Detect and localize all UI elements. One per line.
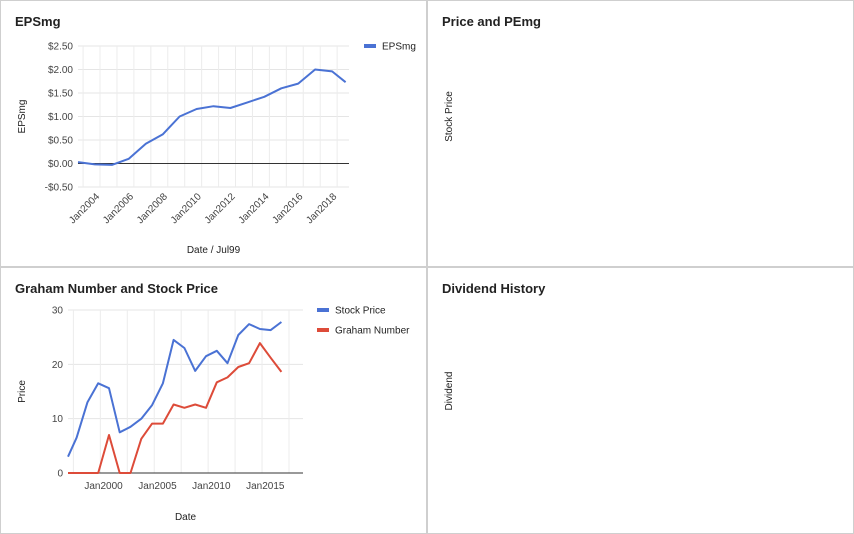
y-tick-label: 0 — [57, 469, 63, 480]
y-axis-title: Dividend — [444, 372, 455, 411]
y-tick-label: $0.50 — [48, 136, 73, 147]
x-tick-label: Jan2010 — [169, 191, 204, 226]
graham-number-chart: Graham Number and Stock Price 0 10 20 30 Jan2… — [15, 281, 410, 523]
eps-chart: EPSmg -$0.50 $0.00 $0.50 $1.00 $1.50 $2.00 $2.5… — [15, 14, 416, 256]
y-tick-label: $2.00 — [48, 65, 73, 76]
x-tick-label: Jan2015 — [246, 481, 285, 492]
legend-swatch — [317, 328, 329, 332]
y-axis-title: Stock Price — [444, 91, 455, 142]
legend-swatch — [317, 308, 329, 312]
dividend-history-chart-panel: Dividend History$0.00$0.25$0.50$0.75$1.0… — [427, 267, 854, 534]
x-tick-label: Jan2016 — [270, 191, 305, 226]
y-axis-title: EPSmg — [17, 100, 28, 134]
x-tick-label: Jan2010 — [192, 481, 231, 492]
x-axis-title: Date / Jul99 — [187, 245, 241, 256]
legend-label: EPSmg — [382, 42, 416, 53]
y-tick-label: $1.00 — [48, 112, 73, 123]
x-axis-title: Date — [175, 512, 197, 523]
y-tick-label: $2.50 — [48, 42, 73, 53]
graham-number-line — [68, 342, 283, 474]
graham-number-chart-panel: Graham Number and Stock Price 0 10 20 30 Jan2… — [0, 267, 427, 534]
x-tick-label: Jan2008 — [135, 191, 170, 226]
legend-label: Graham Number — [335, 326, 410, 337]
x-tick-label: Jan2006 — [101, 191, 136, 226]
price-pemg-chart-panel: Price and PEmg0102030Jan2008Jan2010Jan20… — [427, 0, 854, 267]
legend-label: Stock Price — [335, 306, 386, 317]
chart-title: Price and PEmg — [442, 14, 541, 29]
x-tick-label: Jan2014 — [237, 191, 272, 226]
x-tick-label: Jan2000 — [84, 481, 123, 492]
chart-title: Dividend History — [442, 281, 546, 296]
dividend-history-chart: Dividend History$0.00$0.25$0.50$0.75$1.0… — [442, 281, 546, 411]
y-tick-label: 10 — [52, 414, 64, 425]
chart-title: EPSmg — [15, 14, 61, 29]
x-tick-label: Jan2004 — [67, 191, 102, 226]
price-pemg-chart: Price and PEmg0102030Jan2008Jan2010Jan20… — [442, 14, 541, 142]
eps-chart-panel: EPSmg -$0.50 $0.00 $0.50 $1.00 $1.50 $2.00 $2.5… — [0, 0, 427, 267]
x-tick-label: Jan2005 — [138, 481, 177, 492]
x-tick-label: Jan2018 — [304, 191, 339, 226]
stock-price-line — [67, 321, 283, 458]
x-tick-label: Jan2012 — [203, 191, 238, 226]
y-tick-label: 30 — [52, 306, 64, 317]
y-tick-label: 20 — [52, 360, 64, 371]
epsmg-line — [77, 68, 347, 166]
y-tick-label: $1.50 — [48, 89, 73, 100]
y-axis-title: Price — [17, 380, 28, 403]
y-tick-label: -$0.50 — [45, 183, 74, 194]
y-tick-label: $0.00 — [48, 159, 73, 170]
legend-swatch — [364, 44, 376, 48]
chart-title: Graham Number and Stock Price — [15, 281, 218, 296]
